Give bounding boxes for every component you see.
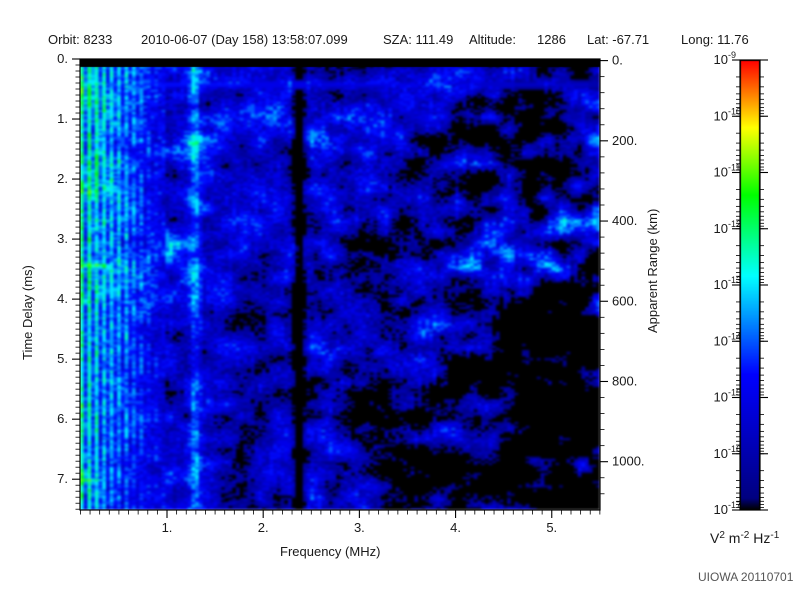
svg-text:1.: 1. <box>57 111 68 126</box>
svg-text:-9: -9 <box>728 50 736 60</box>
svg-text:10: 10 <box>714 221 728 236</box>
svg-text:200.: 200. <box>612 133 637 148</box>
svg-text:3.: 3. <box>57 231 68 246</box>
svg-text:2.: 2. <box>57 171 68 186</box>
svg-text:10: 10 <box>714 165 728 180</box>
svg-text:6.: 6. <box>57 411 68 426</box>
svg-text:800.: 800. <box>612 373 637 388</box>
svg-text:10: 10 <box>714 390 728 405</box>
svg-text:10: 10 <box>714 333 728 348</box>
svg-text:3.: 3. <box>354 520 365 535</box>
svg-text:400.: 400. <box>612 213 637 228</box>
svg-text:4.: 4. <box>450 520 461 535</box>
svg-text:5.: 5. <box>546 520 557 535</box>
svg-text:0.: 0. <box>57 51 68 66</box>
svg-text:10: 10 <box>714 446 728 461</box>
svg-text:1.: 1. <box>162 520 173 535</box>
svg-text:7.: 7. <box>57 471 68 486</box>
svg-text:0.: 0. <box>612 53 623 68</box>
svg-text:600.: 600. <box>612 293 637 308</box>
svg-text:5.: 5. <box>57 351 68 366</box>
svg-text:10: 10 <box>714 108 728 123</box>
svg-text:4.: 4. <box>57 291 68 306</box>
svg-text:-11: -11 <box>728 163 740 173</box>
svg-text:10: 10 <box>714 502 728 517</box>
svg-text:2.: 2. <box>258 520 269 535</box>
svg-text:10: 10 <box>714 277 728 292</box>
svg-text:1000.: 1000. <box>612 454 645 469</box>
svg-text:10: 10 <box>714 52 728 67</box>
